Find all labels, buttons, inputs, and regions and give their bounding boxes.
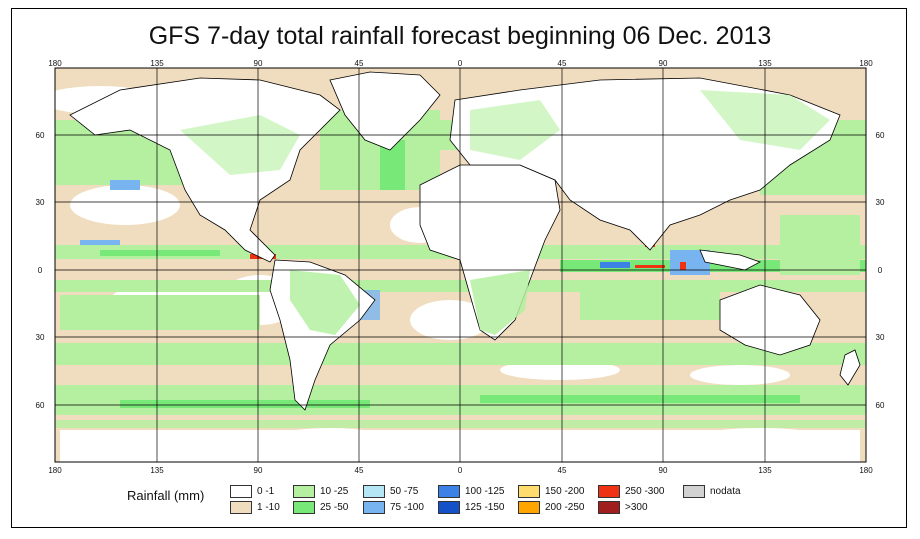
top-tick-7: 90 [659,59,668,68]
legend-item: 125 -150 [438,500,504,514]
legend-label: nodata [710,485,741,497]
map-border [54,67,867,463]
top-tick-2: 135 [150,59,164,68]
bottom-tick-1: 180 [48,466,62,475]
right-tick-4: 30 [876,333,885,342]
top-tick-5: 0 [458,59,463,68]
right-tick-3: 0 [878,266,883,275]
top-tick-1: 180 [48,59,62,68]
top-tick-6: 45 [558,59,567,68]
legend-swatch [230,484,252,498]
left-tick-1: 60 [36,131,45,140]
legend-swatch [230,500,252,514]
legend-swatch [363,484,385,498]
legend-label: >300 [625,501,648,513]
legend-item: 50 -75 [363,484,418,498]
legend-label: 150 -200 [545,485,585,497]
legend-label: 0 -1 [257,485,275,497]
legend-title: Rainfall (mm) [127,488,205,503]
legend-swatch [363,500,385,514]
top-tick-9: 180 [859,59,873,68]
legend-swatch [293,484,315,498]
legend-item: 75 -100 [363,500,424,514]
australia [719,284,821,356]
legend-swatch [438,500,460,514]
bottom-tick-5: 0 [458,466,463,475]
top-tick-4: 45 [355,59,364,68]
legend-item: 250 -300 [598,484,664,498]
left-tick-3: 0 [38,266,43,275]
bottom-tick-9: 180 [859,466,873,475]
legend-label: 75 -100 [390,501,424,513]
legend-item: 200 -250 [518,500,584,514]
bottom-tick-6: 45 [558,466,567,475]
legend-swatch [598,484,620,498]
greenland [329,71,441,151]
legend-item: 25 -50 [293,500,348,514]
new-zealand [839,349,861,386]
indonesia [699,249,761,271]
legend-swatch [518,500,540,514]
left-tick-4: 30 [36,333,45,342]
legend-item: >300 [598,500,648,514]
legend-item: 10 -25 [293,484,348,498]
right-tick-2: 30 [876,198,885,207]
legend-swatch [438,484,460,498]
legend-label: 1 -10 [257,501,280,513]
bottom-tick-8: 135 [758,466,772,475]
figure-frame [11,8,907,528]
legend-item: 1 -10 [230,500,280,514]
legend-item: 150 -200 [518,484,584,498]
left-tick-2: 30 [36,198,45,207]
map-title: GFS 7-day total rainfall forecast beginn… [148,22,772,50]
legend-item: 100 -125 [438,484,504,498]
left-tick-5: 60 [36,401,45,410]
axis-labels: 180 135 90 45 0 45 90 135 180 180 135 90… [36,59,885,475]
graticule [55,68,866,462]
legend-label: 50 -75 [390,485,419,497]
bottom-tick-7: 90 [659,466,668,475]
legend-label: 250 -300 [625,485,665,497]
legend-label: 25 -50 [320,501,349,513]
legend-item: 0 -1 [230,484,274,498]
legend-label: 200 -250 [545,501,585,513]
top-tick-3: 90 [254,59,263,68]
bottom-tick-2: 135 [150,466,164,475]
legend-swatch [293,500,315,514]
top-tick-8: 135 [758,59,772,68]
legend-swatch [683,484,705,498]
bottom-tick-3: 90 [254,466,263,475]
legend-label: 100 -125 [465,485,505,497]
legend-item: nodata [683,484,741,498]
legend-label: 125 -150 [465,501,505,513]
legend-swatch [518,484,540,498]
legend-label: 10 -25 [320,485,349,497]
bottom-tick-4: 45 [355,466,364,475]
legend-swatch [598,500,620,514]
right-tick-5: 60 [876,401,885,410]
right-tick-1: 60 [876,131,885,140]
